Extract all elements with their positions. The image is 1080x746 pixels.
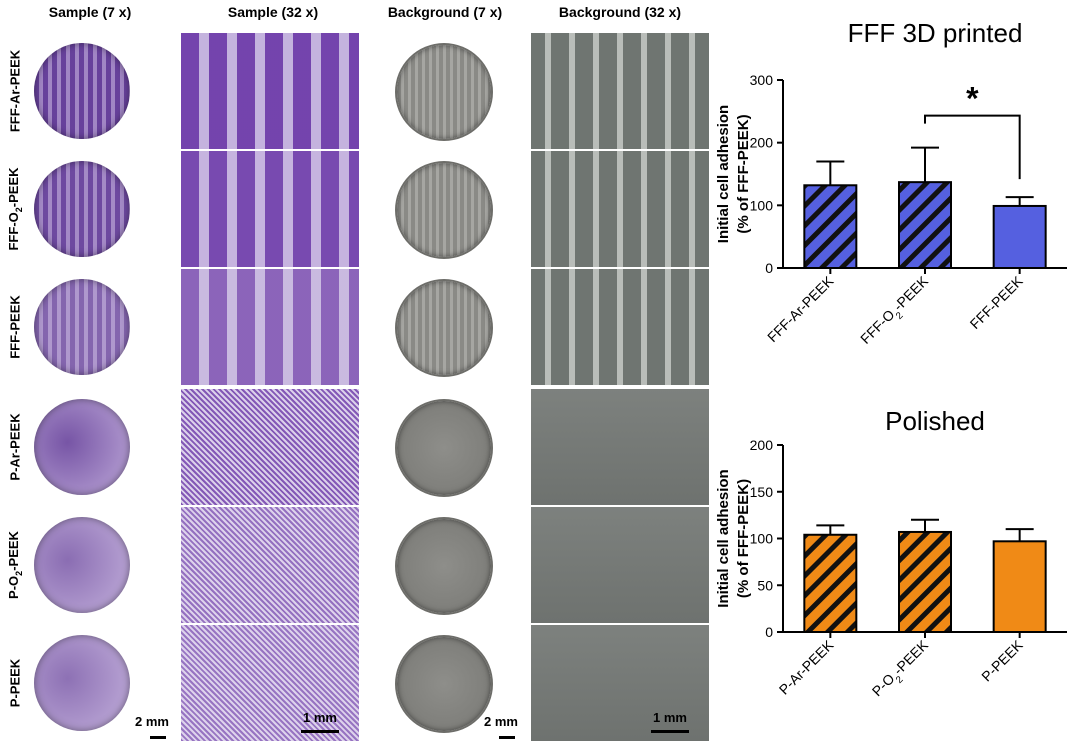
row-label: FFF-Ar-PEEK	[7, 49, 23, 133]
sample-disc-7x	[34, 399, 130, 495]
bar	[803, 184, 858, 269]
background-disc-7x	[397, 45, 491, 139]
scale-bar-line	[499, 736, 515, 739]
y-axis-label: Initial cell adhesion	[715, 469, 732, 607]
background-disc-7x	[397, 401, 491, 495]
sample-tile-32x	[181, 33, 359, 149]
scale-bar-line	[301, 730, 339, 733]
y-axis-label: (% of FFF-PEEK)	[735, 114, 752, 233]
column-header-sample-32x: Sample (32 x)	[227, 4, 319, 20]
background-tile-32x	[531, 625, 709, 741]
sample-disc-7x	[34, 279, 130, 375]
sample-disc-7x	[34, 635, 130, 731]
x-tick-label: P-O2-PEEK	[869, 636, 936, 703]
scale-bar-line	[651, 730, 689, 733]
scale-bar-line	[150, 736, 166, 739]
column-header-sample-7x: Sample (7 x)	[48, 4, 132, 20]
background-tile-32x	[531, 269, 709, 385]
y-tick-label: 200	[750, 437, 774, 453]
background-tile-32x	[531, 389, 709, 505]
row-label: FFF-PEEK	[7, 295, 23, 359]
background-tile-32x	[531, 151, 709, 267]
background-disc-7x	[397, 163, 491, 257]
y-tick-label: 0	[765, 624, 773, 640]
y-axis-label: (% of FFF-PEEK)	[735, 479, 752, 598]
sample-tile-32x	[181, 507, 359, 623]
y-tick-label: 50	[757, 577, 773, 593]
sample-disc-7x	[34, 517, 130, 613]
scale-bar-sample-7x: 2 mm	[135, 714, 169, 739]
scale-bar-background-7x: 2 mm	[484, 714, 518, 739]
y-axis-label: Initial cell adhesion	[715, 105, 732, 243]
significance-star: *	[966, 81, 979, 117]
bar	[992, 204, 1047, 270]
x-tick-label: FFF-Ar-PEEK	[764, 272, 837, 345]
column-header-background-32x: Background (32 x)	[558, 4, 682, 20]
background-tile-32x	[531, 33, 709, 149]
column-header-background-7x: Background (7 x)	[387, 4, 503, 20]
chart-title: FFF 3D printed	[848, 18, 1023, 48]
significance-bracket	[924, 114, 1021, 180]
x-tick-label: FFF-O2-PEEK	[857, 272, 935, 350]
y-tick-label: 0	[765, 260, 773, 276]
background-disc-7x	[397, 281, 491, 375]
y-tick-label: 200	[750, 135, 774, 151]
row-label: P-O2-PEEK	[6, 531, 24, 599]
y-tick-label: 100	[750, 531, 774, 547]
background-disc-7x	[397, 637, 491, 731]
x-tick-label: P-Ar-PEEK	[776, 636, 837, 697]
sample-disc-7x	[34, 161, 130, 257]
row-label: P-Ar-PEEK	[7, 413, 23, 481]
background-disc-7x	[397, 519, 491, 613]
scale-bar-sample-32x: 1 mm	[301, 710, 339, 733]
row-label: FFF-O2-PEEK	[6, 167, 24, 251]
bar	[803, 533, 858, 633]
x-tick-label: P-PEEK	[978, 636, 1026, 684]
sample-tile-32x	[181, 389, 359, 505]
background-tile-32x	[531, 507, 709, 623]
bar	[898, 530, 952, 633]
y-tick-label: 150	[750, 484, 774, 500]
sample-disc-7x	[34, 43, 130, 139]
y-tick-label: 300	[750, 72, 774, 88]
bar	[992, 540, 1047, 633]
sample-tile-32x	[181, 625, 359, 741]
chart-polished: Polished Initial cell adhesion (% of FFF-P…	[715, 406, 1067, 703]
x-tick-label: FFF-PEEK	[967, 272, 1027, 332]
chart-title: Polished	[885, 406, 985, 436]
sample-tile-32x	[181, 269, 359, 385]
scale-bar-background-32x: 1 mm	[651, 710, 689, 733]
y-tick-label: 100	[750, 197, 774, 213]
bar	[898, 181, 952, 269]
sample-tile-32x	[181, 151, 359, 267]
row-label: P-PEEK	[7, 658, 23, 708]
chart-fff-3d-printed: FFF 3D printed Initial cell adhesion (% of…	[715, 18, 1067, 350]
